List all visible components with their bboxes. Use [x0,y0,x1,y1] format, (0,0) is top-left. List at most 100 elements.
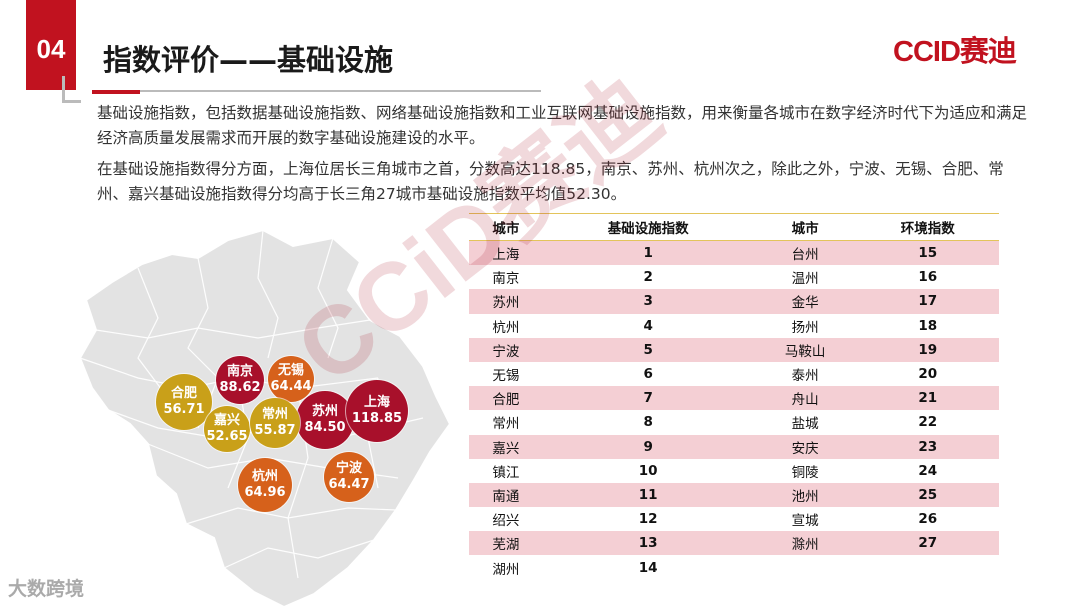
cell-city: 南通 [469,482,543,508]
cell-city: 湖州 [469,555,543,580]
bubble-hefei: 合肥 56.71 [156,374,212,430]
bubble-ningbo: 宁波 64.47 [324,452,374,502]
cell-city-2: 马鞍山 [753,337,857,362]
cell-infrastructure-rank: 13 [542,531,754,556]
title-underline-accent [92,90,140,94]
cell-infrastructure-rank: 12 [542,507,754,532]
cell-city-2: 扬州 [753,313,857,338]
table-header-row: 城市 基础设施指数 城市 环境指数 [469,213,999,241]
badge-corner-decoration [62,76,81,103]
cell-city: 嘉兴 [469,434,543,459]
cell-environment-rank: 18 [856,313,999,338]
bubble-value: 52.65 [206,429,248,444]
header-city-2: 城市 [753,213,857,241]
bubble-value: 55.87 [254,423,296,438]
cell-infrastructure-rank: 6 [542,361,754,387]
table-row: 无锡 6 泰州 20 [469,361,999,387]
bubble-shanghai: 上海 118.85 [346,380,408,442]
cell-environment-rank: 19 [856,337,999,362]
cell-infrastructure-rank: 8 [542,410,754,435]
cell-city-2: 盐城 [753,410,857,435]
summary-paragraph: 在基础设施指数得分方面，上海位居长三角城市之首，分数高达118.85，南京、苏州… [97,160,1004,203]
bubble-hangzhou: 杭州 64.96 [238,458,292,512]
cell-city-2: 安庆 [753,434,857,459]
cell-city: 合肥 [469,386,543,411]
cell-environment-rank: 16 [856,265,999,290]
table-row: 上海 1 台州 15 [469,240,999,266]
cell-city-2: 台州 [753,240,857,266]
footer-brand: 大数跨境 [8,578,85,600]
table-row: 合肥 7 舟山 21 [469,386,999,411]
bubble-label: 嘉兴 [213,413,240,428]
header-infrastructure-index: 基础设施指数 [542,213,754,241]
cell-infrastructure-rank: 1 [542,240,754,266]
bubble-label: 苏州 [311,404,338,419]
cell-environment-rank: 27 [856,531,999,556]
cell-city-2: 铜陵 [753,458,857,483]
table-row: 芜湖 13 滁州 27 [469,531,999,556]
bubble-value: 88.62 [219,380,261,395]
bubble-value: 64.47 [328,477,370,492]
header-city: 城市 [469,213,543,241]
cell-environment-rank: 15 [856,240,999,266]
cell-environment-rank: 25 [856,482,999,508]
cell-infrastructure-rank: 4 [542,313,754,338]
table-row: 杭州 4 扬州 18 [469,313,999,338]
bubble-suzhou: 苏州 84.50 [296,391,354,449]
cell-city: 上海 [469,240,543,266]
cell-city: 芜湖 [469,531,543,556]
bubble-label: 南京 [226,364,253,379]
cell-city-2: 泰州 [753,361,857,387]
cell-city-2: 滁州 [753,531,857,556]
cell-city-2: 舟山 [753,386,857,411]
header-environment-index: 环境指数 [856,213,999,241]
bubble-value: 56.71 [163,402,205,417]
bubble-label: 合肥 [170,386,197,401]
table-body: 上海 1 台州 15 南京 2 温州 16 苏州 3 金华 17 杭州 4 扬州 18 宁波 5 马鞍山 19 无锡 6 泰… [469,240,999,580]
page-title: 指数评价——基础设施 [103,43,394,77]
cell-environment-rank: 20 [856,361,999,387]
bubble-label: 上海 [363,395,390,410]
bubble-value: 118.85 [351,411,403,426]
cell-city-2: 金华 [753,289,857,314]
table-row: 嘉兴 9 安庆 23 [469,434,999,459]
cell-infrastructure-rank: 14 [542,555,754,580]
bubble-value: 64.96 [244,485,286,500]
cell-city: 无锡 [469,361,543,387]
table-row: 南京 2 温州 16 [469,265,999,290]
cell-environment-rank: 24 [856,458,999,483]
ccid-logo: CCID赛迪 [893,36,1017,68]
cell-environment-rank: 22 [856,410,999,435]
cell-city: 常州 [469,410,543,435]
cell-city: 镇江 [469,458,543,483]
bubble-label: 常州 [261,407,288,422]
cell-environment-rank: 17 [856,289,999,314]
cell-infrastructure-rank: 7 [542,386,754,411]
cell-environment-rank [856,555,999,580]
section-number: 04 [36,34,66,64]
bubble-value: 84.50 [304,420,346,435]
bubble-label: 宁波 [335,461,362,476]
cell-city: 杭州 [469,313,543,338]
title-underline [103,90,541,92]
cell-infrastructure-rank: 11 [542,482,754,508]
bubble-value: 64.44 [270,379,312,394]
cell-city: 绍兴 [469,507,543,532]
ranking-table: 城市 基础设施指数 城市 环境指数 上海 1 台州 15 南京 2 温州 16 苏州 3 金华 17 杭… [469,213,999,580]
bubble-label: 无锡 [277,363,304,378]
cell-infrastructure-rank: 5 [542,337,754,362]
cell-infrastructure-rank: 9 [542,434,754,459]
description-paragraph: 基础设施指数，包括数据基础设施指数、网络基础设施指数和工业互联网基础设施指数，用… [97,104,1028,147]
cell-city-2 [753,555,857,580]
cell-city-2: 池州 [753,482,857,508]
cell-environment-rank: 21 [856,386,999,411]
bubble-jiaxing: 嘉兴 52.65 [204,406,250,452]
cell-environment-rank: 23 [856,434,999,459]
cell-infrastructure-rank: 2 [542,265,754,290]
table-row: 南通 11 池州 25 [469,482,999,508]
table-row: 宁波 5 马鞍山 19 [469,337,999,362]
cell-city-2: 宣城 [753,507,857,532]
cell-city: 南京 [469,265,543,290]
bubble-changzhou: 常州 55.87 [250,398,300,448]
table-row: 湖州 14 [469,555,999,580]
